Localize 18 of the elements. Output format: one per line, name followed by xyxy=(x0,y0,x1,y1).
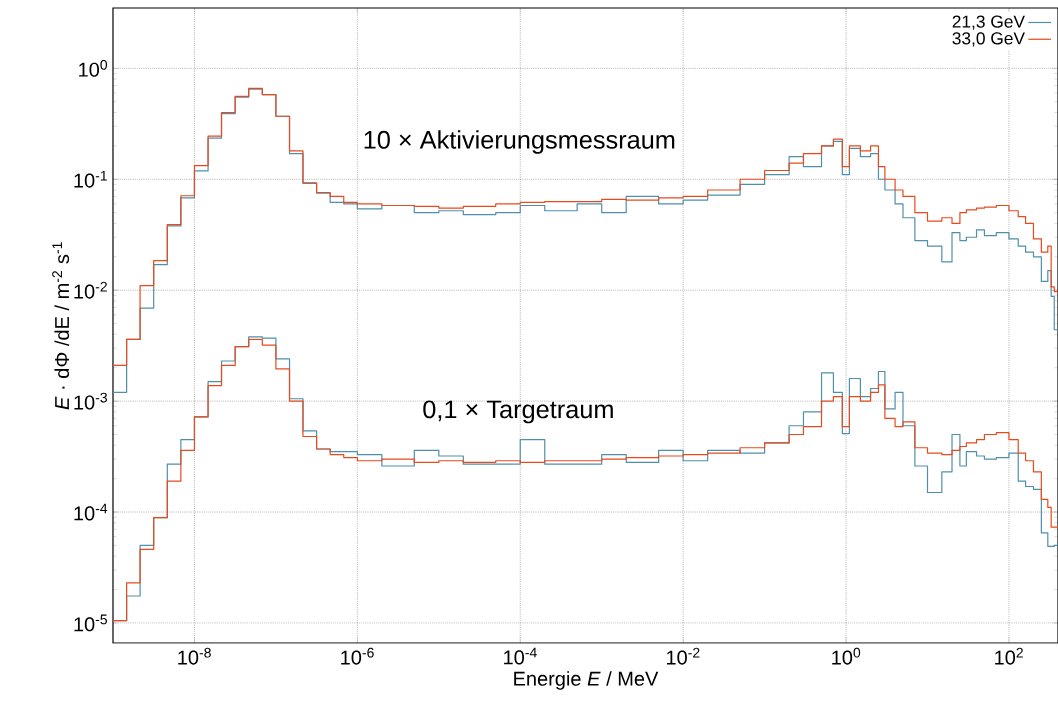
y-tick-label: 10$^{-3}$ xyxy=(74,392,108,410)
y-tick-label: 10$^{-2}$ xyxy=(74,281,107,299)
x-tick-label: 10$^{0}$ xyxy=(832,647,861,665)
x-tick-label: 10$^{2}$ xyxy=(995,647,1023,665)
x-tick-label: 10$^{-2}$ xyxy=(667,647,700,665)
x-tick-label: 10$^{-6}$ xyxy=(341,647,374,665)
y-tick-label: 10$^{-1}$ xyxy=(74,170,107,188)
annotation: 10 × Aktivierungsmessraum xyxy=(364,130,675,154)
y-tick-label: 10$^{0}$ xyxy=(79,59,108,77)
x-tick-label: 10$^{-4}$ xyxy=(504,647,537,665)
annotation: 0,1 × Targetraum xyxy=(423,400,613,424)
y-tick-label: 10$^{-4}$ xyxy=(74,503,108,521)
y-tick-label: 10$^{-5}$ xyxy=(74,614,108,632)
x-tick-label: 10$^{-8}$ xyxy=(178,647,211,665)
x-axis-title: Energie E / MeV xyxy=(514,671,659,690)
y-axis-title: E · dΦ /dE / m$^{-2}$ s$^{-1}$ xyxy=(52,242,70,410)
legend-label: 21,3 GeV xyxy=(952,15,1025,30)
legend-label: 33,0 GeV xyxy=(952,32,1025,47)
